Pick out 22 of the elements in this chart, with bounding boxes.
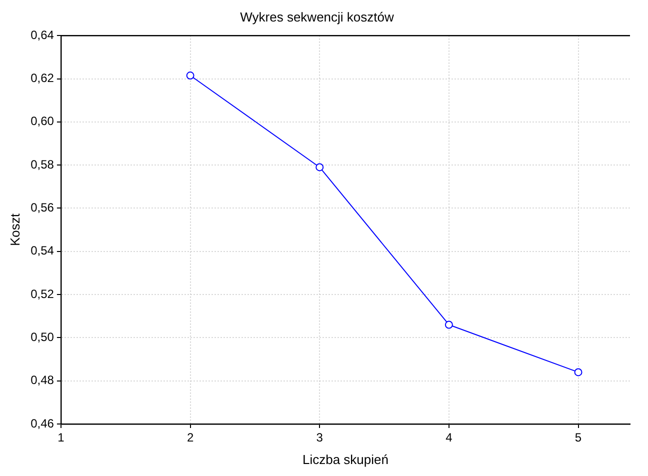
y-tick-label: 0,60 (30, 114, 54, 128)
y-axis-title: Koszt (7, 213, 22, 246)
chart-title: Wykres sekwencji kosztów (240, 9, 394, 24)
x-tick-label: 5 (574, 430, 582, 445)
x-axis-title: Liczba skupień (302, 452, 388, 467)
y-tick-label: 0,50 (30, 330, 54, 344)
point (574, 368, 582, 376)
x-tick-label: 3 (316, 430, 324, 445)
y-tick-label: 0,52 (30, 286, 54, 301)
x-tick-label: 2 (186, 430, 194, 445)
y-tick-label: 0,54 (30, 244, 54, 258)
y-tick-label: 0,56 (30, 200, 54, 215)
y-tick-label: 0,48 (30, 373, 54, 388)
x-tick-label: 1 (58, 430, 65, 445)
y-tick-label: 0,58 (30, 157, 54, 172)
point (444, 320, 453, 329)
y-tick-label: 0,64 (30, 28, 54, 42)
point (316, 163, 324, 172)
y-tick-label: 0,62 (30, 71, 54, 86)
x-tick-label: 4 (446, 430, 453, 445)
point (186, 72, 194, 80)
y-tick-label: 0,46 (30, 416, 54, 430)
